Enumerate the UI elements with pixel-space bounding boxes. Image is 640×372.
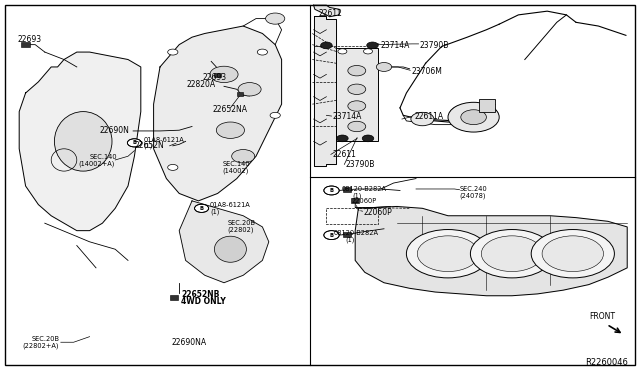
Circle shape	[348, 65, 366, 76]
Text: 08120-B282A: 08120-B282A	[334, 230, 379, 236]
Circle shape	[364, 136, 372, 141]
Circle shape	[542, 236, 604, 272]
Polygon shape	[179, 201, 269, 283]
Circle shape	[195, 204, 209, 212]
Circle shape	[232, 150, 255, 163]
Circle shape	[364, 49, 372, 54]
Circle shape	[362, 135, 374, 142]
Polygon shape	[154, 26, 282, 201]
Bar	[351, 198, 360, 203]
Circle shape	[470, 230, 554, 278]
Circle shape	[348, 101, 366, 111]
Text: (14002+A): (14002+A)	[78, 160, 115, 167]
Circle shape	[367, 42, 378, 49]
Polygon shape	[355, 206, 627, 296]
Circle shape	[238, 83, 261, 96]
Text: B: B	[132, 140, 136, 145]
Text: 22060P: 22060P	[364, 208, 392, 217]
Text: 22612: 22612	[319, 9, 342, 18]
Circle shape	[448, 102, 499, 132]
Circle shape	[257, 49, 268, 55]
Text: 23706M: 23706M	[412, 67, 442, 76]
Polygon shape	[314, 5, 339, 17]
Circle shape	[461, 110, 486, 125]
Text: 22611A: 22611A	[415, 112, 444, 121]
Text: 22690N: 22690N	[99, 126, 129, 135]
Circle shape	[348, 121, 366, 132]
Circle shape	[406, 230, 490, 278]
Circle shape	[348, 84, 366, 94]
Circle shape	[531, 230, 614, 278]
Circle shape	[266, 13, 285, 24]
Text: (22802): (22802)	[227, 226, 253, 233]
Circle shape	[216, 122, 244, 138]
Text: B: B	[200, 206, 204, 211]
Text: (1): (1)	[353, 193, 362, 199]
Text: FRONT: FRONT	[589, 312, 615, 321]
Circle shape	[168, 164, 178, 170]
Text: 23790B: 23790B	[346, 160, 375, 169]
Bar	[237, 92, 243, 96]
Circle shape	[338, 49, 347, 54]
Circle shape	[411, 112, 434, 126]
Bar	[336, 48, 378, 141]
Text: R2260046: R2260046	[586, 358, 628, 367]
Text: B: B	[330, 232, 333, 238]
Circle shape	[376, 62, 392, 71]
Text: 22652N: 22652N	[134, 141, 164, 150]
Text: (1): (1)	[210, 208, 220, 215]
Bar	[343, 232, 351, 237]
Bar	[214, 73, 221, 77]
Text: 22611: 22611	[332, 150, 356, 159]
Text: (22802+A): (22802+A)	[22, 343, 59, 349]
Text: 23714A: 23714A	[333, 112, 362, 121]
Text: (14002): (14002)	[223, 168, 249, 174]
Ellipse shape	[214, 236, 246, 262]
Circle shape	[417, 236, 479, 272]
Text: 23714A: 23714A	[380, 41, 410, 49]
Ellipse shape	[54, 112, 112, 171]
Circle shape	[210, 66, 238, 83]
Circle shape	[127, 139, 141, 147]
Bar	[170, 295, 178, 300]
Bar	[22, 42, 29, 47]
Circle shape	[270, 112, 280, 118]
Text: B: B	[330, 188, 333, 193]
Text: (1): (1)	[143, 142, 153, 149]
Text: 22652NA: 22652NA	[212, 105, 248, 114]
Text: SEC.20B: SEC.20B	[227, 220, 255, 226]
Text: 01A8-6121A: 01A8-6121A	[143, 137, 184, 143]
Text: SEC.140: SEC.140	[90, 154, 117, 160]
Circle shape	[324, 186, 339, 195]
Bar	[479, 99, 495, 112]
Text: 08120-B282A: 08120-B282A	[342, 186, 387, 192]
Text: 22693: 22693	[202, 73, 227, 82]
Polygon shape	[314, 16, 336, 166]
Circle shape	[168, 49, 178, 55]
Circle shape	[481, 236, 543, 272]
Text: 22652NB: 22652NB	[181, 290, 220, 299]
Text: 22693: 22693	[18, 35, 42, 44]
Circle shape	[324, 231, 339, 240]
Text: 4WD ONLY: 4WD ONLY	[181, 297, 226, 306]
Text: 22690NA: 22690NA	[172, 339, 207, 347]
Text: 22060P: 22060P	[351, 198, 376, 204]
Text: 23790B: 23790B	[420, 41, 449, 49]
Polygon shape	[19, 52, 141, 231]
Bar	[343, 187, 351, 192]
Text: SEC.240: SEC.240	[460, 186, 487, 192]
Text: SEC.20B: SEC.20B	[32, 336, 60, 342]
Text: (1): (1)	[345, 236, 355, 243]
Text: 22820A: 22820A	[187, 80, 216, 89]
Circle shape	[337, 135, 348, 142]
Text: 01A8-6121A: 01A8-6121A	[210, 202, 251, 208]
Text: SEC.140: SEC.140	[223, 161, 250, 167]
Circle shape	[338, 136, 347, 141]
Circle shape	[321, 42, 332, 49]
Text: (24078): (24078)	[460, 192, 486, 199]
